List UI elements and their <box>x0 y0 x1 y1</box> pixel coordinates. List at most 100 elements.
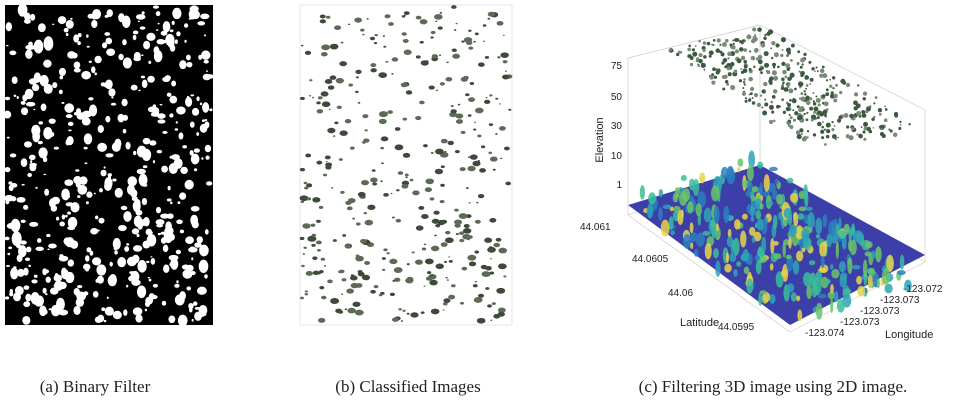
blob <box>431 31 436 34</box>
blob <box>441 139 448 144</box>
point <box>697 64 699 66</box>
point <box>707 42 711 46</box>
blob <box>158 233 161 235</box>
peak <box>747 165 754 181</box>
point <box>862 131 865 134</box>
point <box>826 123 831 128</box>
blob <box>43 174 46 175</box>
blob <box>412 251 415 253</box>
blob <box>156 224 163 227</box>
blob <box>456 119 463 124</box>
peak <box>806 285 812 299</box>
caption: (b) Classified Images <box>335 377 480 396</box>
blob <box>68 259 75 266</box>
blob <box>41 103 47 111</box>
point <box>766 70 770 74</box>
blob <box>51 197 60 205</box>
blob <box>500 158 502 159</box>
blob <box>421 214 429 219</box>
blob <box>305 51 311 55</box>
blob <box>63 237 70 245</box>
blob <box>113 238 121 250</box>
blob <box>66 114 73 118</box>
point <box>863 91 867 95</box>
blob <box>476 202 479 204</box>
blob <box>385 14 391 18</box>
blob <box>151 258 156 265</box>
blob <box>169 96 177 104</box>
blob <box>306 197 311 200</box>
blob <box>321 52 328 56</box>
blob <box>7 253 10 255</box>
blob <box>6 22 12 31</box>
peak <box>809 227 812 233</box>
point <box>743 60 747 64</box>
blob <box>95 279 98 283</box>
blob <box>25 257 30 261</box>
peak <box>693 179 700 196</box>
point <box>873 102 875 104</box>
point <box>754 93 758 97</box>
blob <box>4 237 9 241</box>
blob <box>383 193 389 197</box>
blob <box>352 218 355 220</box>
point <box>737 59 742 64</box>
blob <box>104 32 110 36</box>
blob <box>425 259 434 265</box>
blob <box>142 11 145 14</box>
point <box>752 101 756 105</box>
blob <box>35 187 38 189</box>
blob <box>429 86 435 90</box>
point <box>781 78 785 82</box>
blob <box>205 145 211 152</box>
blob <box>445 231 450 235</box>
blob <box>108 88 115 96</box>
peak <box>877 279 880 289</box>
blob <box>73 306 80 315</box>
point <box>863 97 866 100</box>
blob <box>135 314 142 322</box>
point <box>760 94 762 96</box>
point <box>832 121 834 123</box>
point <box>854 106 858 110</box>
blob <box>43 269 49 273</box>
blob <box>439 55 441 56</box>
blob <box>477 134 481 137</box>
blob <box>493 243 500 247</box>
blob <box>4 167 10 172</box>
point <box>872 127 874 129</box>
blob <box>86 192 92 198</box>
point <box>760 71 763 74</box>
point <box>760 65 762 67</box>
peak <box>647 204 653 218</box>
blob <box>190 215 198 226</box>
point <box>750 92 753 95</box>
point <box>709 75 714 80</box>
blob <box>66 20 74 29</box>
blob <box>14 95 17 97</box>
blob <box>355 70 361 74</box>
point <box>770 101 773 104</box>
blob <box>34 295 44 306</box>
point <box>748 99 751 102</box>
peak <box>818 294 827 299</box>
blob <box>157 150 162 154</box>
blob <box>496 238 502 242</box>
blob <box>488 152 492 154</box>
blob <box>320 19 326 23</box>
peak <box>813 278 821 295</box>
blob <box>141 76 145 79</box>
point <box>773 76 778 81</box>
blob <box>339 158 343 161</box>
peak <box>658 207 663 221</box>
blob <box>508 109 511 111</box>
peak <box>723 206 729 223</box>
peak <box>770 238 774 254</box>
blob <box>137 169 146 175</box>
point <box>742 92 746 96</box>
blob <box>191 154 200 165</box>
blob <box>458 104 461 106</box>
blob <box>328 85 335 89</box>
blob <box>23 268 28 276</box>
point <box>820 130 824 134</box>
